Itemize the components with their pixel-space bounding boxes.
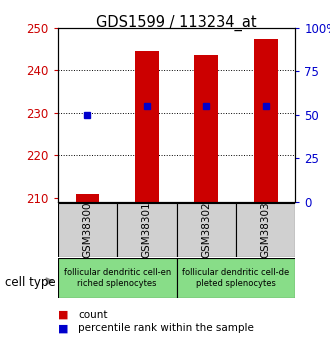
Text: GDS1599 / 113234_at: GDS1599 / 113234_at (96, 15, 257, 31)
Bar (194, 55, 218, 202)
Text: count: count (78, 310, 108, 319)
Bar (177, 258, 295, 298)
Text: GSM38302: GSM38302 (201, 201, 211, 258)
Text: percentile rank within the sample: percentile rank within the sample (78, 324, 254, 333)
Bar (76, 194, 99, 202)
Text: GSM38301: GSM38301 (142, 201, 152, 258)
Bar (254, 39, 278, 202)
Text: ■: ■ (58, 310, 68, 319)
Bar (135, 51, 159, 202)
Text: follicular dendritic cell-en
riched splenocytes: follicular dendritic cell-en riched sple… (63, 268, 171, 288)
Text: cell type: cell type (5, 276, 55, 289)
Bar (117, 203, 177, 257)
Text: GSM38303: GSM38303 (261, 201, 271, 258)
Bar (177, 203, 236, 257)
Bar (58, 203, 117, 257)
Text: follicular dendritic cell-de
pleted splenocytes: follicular dendritic cell-de pleted sple… (182, 268, 290, 288)
Bar (236, 203, 295, 257)
Bar (58, 258, 177, 298)
Text: ■: ■ (58, 324, 68, 333)
Text: GSM38300: GSM38300 (82, 201, 92, 258)
